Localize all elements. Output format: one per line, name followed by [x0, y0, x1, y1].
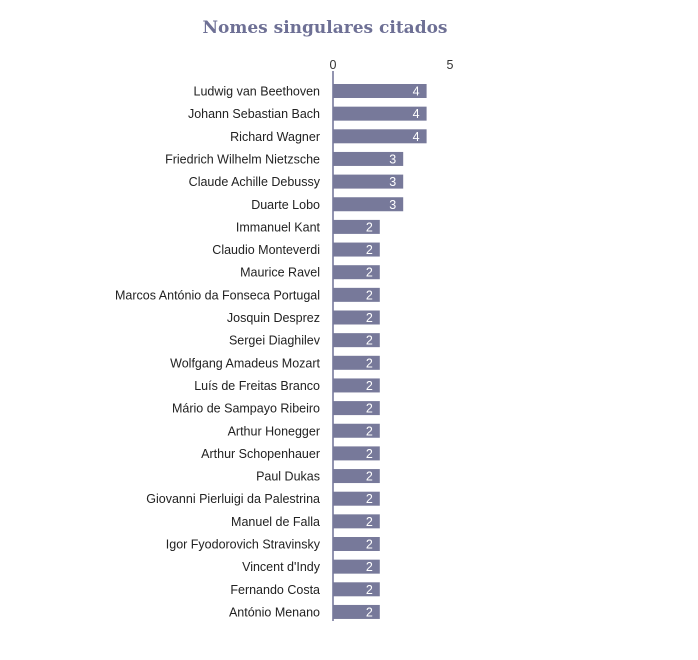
- category-label: Maurice Ravel: [240, 266, 320, 280]
- data-label: 4: [413, 130, 420, 144]
- data-label: 2: [366, 560, 373, 574]
- category-label: Fernando Costa: [230, 583, 320, 597]
- bar: [333, 469, 380, 484]
- bar: [333, 174, 404, 189]
- bar: [333, 84, 427, 98]
- bar: [333, 219, 380, 234]
- bar: [333, 265, 380, 280]
- category-label: Wolfgang Amadeus Mozart: [170, 356, 320, 370]
- data-label: 2: [366, 538, 373, 552]
- bar: [333, 287, 380, 302]
- bar: [333, 514, 380, 529]
- x-tick-label: 0: [330, 58, 337, 72]
- category-labels: Ludwig van Beethoven Johann Sebastian Bac…: [115, 85, 321, 620]
- bar: [333, 355, 380, 370]
- category-label: Giovanni Pierluigi da Palestrina: [146, 492, 320, 506]
- bars-group: [333, 84, 427, 619]
- category-label: Immanuel Kant: [236, 220, 321, 234]
- bar: [333, 129, 427, 144]
- category-label: Friedrich Wilhelm Nietzsche: [165, 152, 320, 166]
- data-label: 2: [366, 447, 373, 461]
- data-label: 2: [366, 583, 373, 597]
- data-label: 2: [366, 379, 373, 393]
- category-label: Arthur Honegger: [228, 424, 320, 438]
- bar: [333, 401, 380, 416]
- bar: [333, 582, 380, 597]
- data-label: 2: [366, 220, 373, 234]
- bar: [333, 423, 380, 438]
- bar: [333, 446, 380, 461]
- data-label: 2: [366, 424, 373, 438]
- category-label: Josquin Desprez: [227, 311, 320, 325]
- data-label: 2: [366, 334, 373, 348]
- bar: [333, 333, 380, 348]
- category-label: Luís de Freitas Branco: [194, 379, 320, 393]
- bar: [333, 559, 380, 574]
- data-label: 2: [366, 515, 373, 529]
- category-label: Duarte Lobo: [251, 198, 320, 212]
- category-label: Ludwig van Beethoven: [194, 85, 321, 99]
- data-label: 2: [366, 266, 373, 280]
- category-label: Marcos António da Fonseca Portugal: [115, 288, 320, 302]
- data-labels: 4 4 4 3 3 3 2 2 2 2 2 2 2 2 2 2 2 2 2 2 2 2 2 2: [366, 85, 420, 620]
- bar: [333, 604, 380, 619]
- data-label: 3: [389, 198, 396, 212]
- bar: [333, 106, 427, 121]
- category-label: Sergei Diaghilev: [229, 334, 321, 348]
- category-label: António Menano: [229, 605, 320, 619]
- x-tick-label: 5: [447, 58, 454, 72]
- category-label: Mário de Sampayo Ribeiro: [172, 402, 320, 416]
- data-label: 3: [389, 152, 396, 166]
- bar: [333, 197, 404, 212]
- category-label: Richard Wagner: [230, 130, 320, 144]
- bar: [333, 537, 380, 551]
- bar: [333, 491, 380, 506]
- data-label: 3: [389, 175, 396, 189]
- category-label: Igor Fyodorovich Stravinsky: [166, 538, 321, 552]
- bar: [333, 310, 380, 325]
- data-label: 2: [366, 605, 373, 619]
- data-label: 2: [366, 243, 373, 257]
- category-label: Claudio Monteverdi: [212, 243, 320, 257]
- category-label: Paul Dukas: [256, 470, 320, 484]
- bar: [333, 242, 380, 257]
- data-label: 4: [413, 107, 420, 121]
- bar: [333, 151, 404, 166]
- data-label: 4: [413, 85, 420, 99]
- category-label: Arthur Schopenhauer: [201, 447, 320, 461]
- bar: [333, 378, 380, 393]
- category-label: Vincent d'Indy: [242, 560, 321, 574]
- data-label: 2: [366, 492, 373, 506]
- category-label: Johann Sebastian Bach: [188, 107, 320, 121]
- category-label: Claude Achille Debussy: [189, 175, 321, 189]
- data-label: 2: [366, 288, 373, 302]
- data-label: 2: [366, 402, 373, 416]
- chart-title: Nomes singulares citados: [202, 18, 447, 38]
- data-label: 2: [366, 311, 373, 325]
- data-label: 2: [366, 470, 373, 484]
- data-label: 2: [366, 356, 373, 370]
- category-label: Manuel de Falla: [231, 515, 320, 529]
